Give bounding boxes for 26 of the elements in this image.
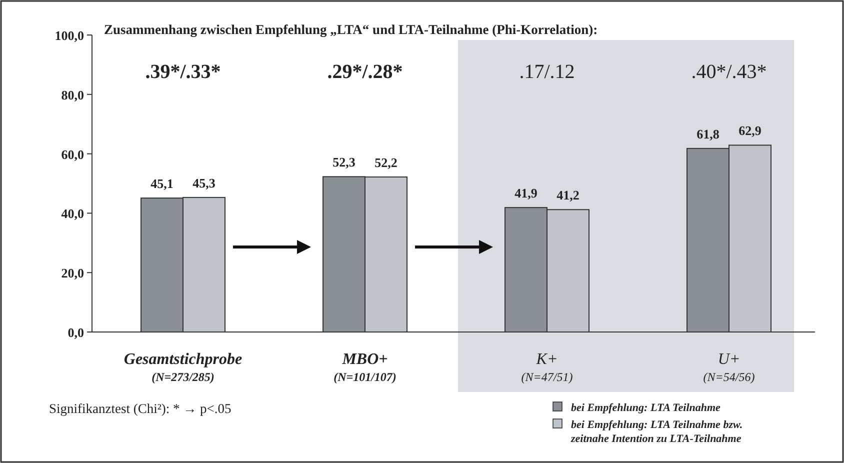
y-tick-label: 0,0	[68, 325, 84, 340]
y-tick-label: 40,0	[61, 206, 84, 222]
text: Signifikanztest (Chi²): * → p<.05	[49, 401, 232, 416]
data-label: 61,8	[696, 126, 720, 142]
x-tick-label: MBO+ (N=101/107)	[334, 351, 396, 384]
data-label: 62,9	[738, 123, 762, 138]
data-label: 52,2	[374, 154, 398, 170]
data-label: 41,9	[514, 186, 538, 201]
y-tick-label: 100,0	[54, 28, 84, 43]
data-label: 45,3	[192, 175, 216, 190]
annotation: .17/.12	[519, 61, 575, 83]
legend-label: bei Empfehlung: LTA Teilnahme	[571, 402, 721, 414]
data-label: 41,2	[556, 188, 580, 203]
annotation: .39*/.33*	[145, 61, 221, 83]
data-label: 52,3	[332, 154, 356, 170]
y-tick-label: 80,0	[61, 87, 84, 102]
chart-title: Zusammenhang zwischen Empfehlung „LTA“ und LTA-Teilnahme (Phi-Korrelation):	[104, 22, 598, 37]
x-tick-label: U+ (N=54/56)	[703, 351, 755, 384]
y-tick-label: 60,0	[61, 146, 84, 162]
y-tick-label: 20,0	[61, 266, 84, 281]
x-tick-label: K+ (N=47/51)	[521, 351, 573, 384]
x-tick-label: Gesamtstichprobe (N=273/285)	[124, 351, 242, 384]
annotation: .29*/.28*	[327, 61, 403, 83]
data-label: 45,1	[150, 176, 174, 192]
annotation: .40*/.43*	[691, 61, 767, 83]
legend-label: bei Empfehlung: LTA Teilnahme bzw. zeitnahe Intention zu LTA-Teilnahme	[570, 419, 743, 445]
